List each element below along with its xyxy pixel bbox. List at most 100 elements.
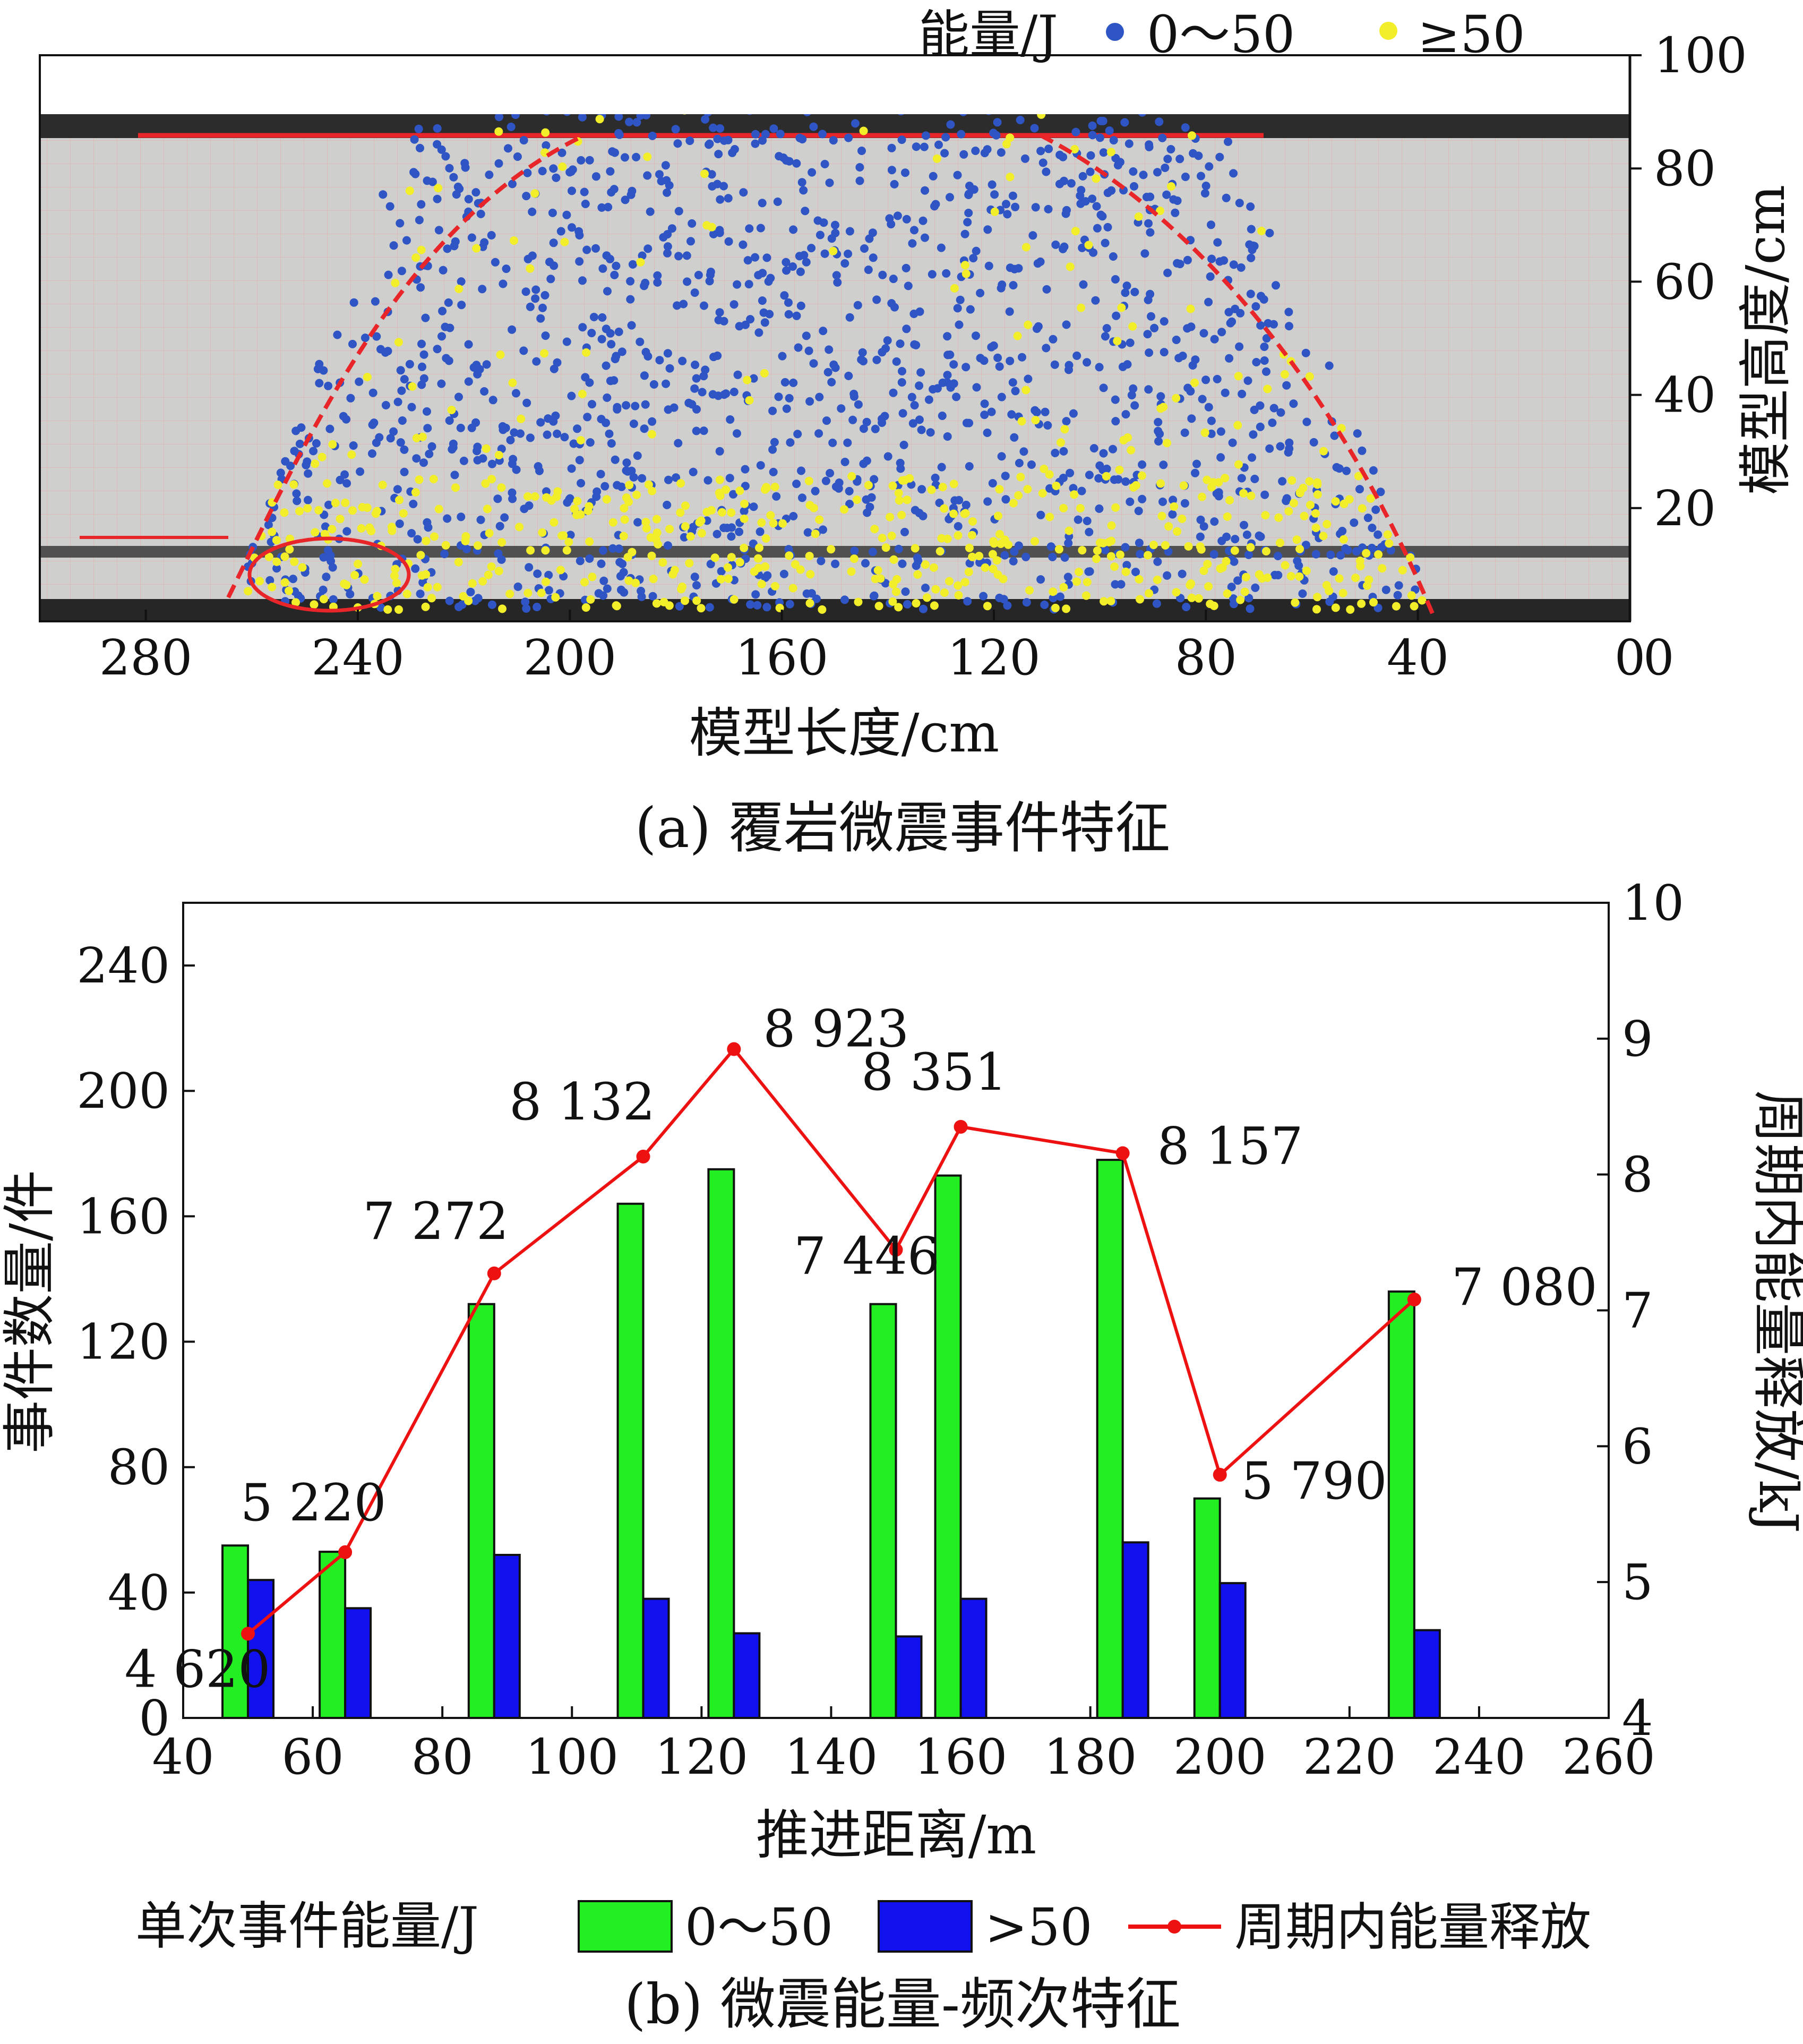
scatter-point — [846, 103, 854, 112]
scatter-point — [786, 438, 795, 447]
scatter-point — [769, 519, 778, 528]
scatter-point — [322, 572, 331, 581]
scatter-point — [898, 559, 907, 568]
y-tick-label-b: 120 — [76, 1314, 170, 1371]
scatter-point — [1140, 249, 1149, 258]
scatter-point — [915, 381, 924, 390]
bar-high-energy — [642, 1597, 670, 1719]
scatter-point — [1201, 182, 1210, 190]
scatter-point — [1043, 421, 1052, 430]
scatter-point — [474, 594, 483, 603]
scatter-point — [1368, 524, 1377, 532]
scatter-point — [350, 571, 359, 579]
scatter-point — [857, 355, 866, 364]
scatter-point — [1214, 492, 1223, 501]
y-tick-label-b: 0 — [139, 1690, 170, 1747]
scatter-point — [820, 249, 829, 258]
scatter-point — [663, 349, 672, 358]
scatter-point — [555, 101, 564, 109]
scatter-point — [716, 195, 725, 204]
scatter-point — [1261, 547, 1270, 555]
scatter-point — [975, 558, 984, 567]
scatter-point — [1276, 538, 1284, 548]
scatter-point — [1213, 238, 1222, 247]
scatter-point — [993, 570, 1002, 579]
scatter-point — [1272, 281, 1280, 290]
scatter-point — [1239, 489, 1248, 498]
scatter-point — [617, 585, 625, 594]
scatter-point — [563, 114, 571, 116]
scatter-point — [495, 521, 504, 531]
scatter-point — [515, 523, 524, 532]
scatter-point — [614, 327, 623, 336]
scatter-point — [1250, 474, 1259, 483]
scatter-point — [1130, 401, 1139, 410]
scatter-point — [817, 557, 826, 566]
scatter-point — [1222, 532, 1231, 541]
scatter-point — [496, 350, 505, 359]
scatter-point — [896, 464, 905, 473]
scatter-point — [1169, 195, 1178, 204]
scatter-point — [935, 104, 943, 113]
scatter-point — [1280, 370, 1289, 379]
scatter-point — [473, 447, 482, 456]
scatter-point — [444, 298, 453, 307]
scatter-point — [410, 135, 419, 144]
scatter-point — [1139, 170, 1148, 179]
scatter-point — [1083, 517, 1092, 525]
scatter-point — [1011, 202, 1020, 211]
scatter-point — [640, 281, 649, 290]
scatter-point — [391, 278, 400, 287]
scatter-point — [421, 313, 430, 322]
scatter-point — [637, 586, 646, 595]
scatter-point — [706, 270, 715, 279]
scatter-point — [774, 392, 783, 401]
scatter-point — [707, 170, 716, 179]
scatter-point — [531, 285, 540, 294]
scatter-point — [807, 244, 816, 253]
scatter-point — [536, 418, 545, 427]
scatter-point — [1059, 152, 1068, 161]
scatter-point — [751, 139, 760, 148]
scatter-point — [980, 399, 989, 408]
scatter-point — [998, 280, 1007, 289]
scatter-point — [1222, 557, 1231, 566]
scatter-point — [1135, 538, 1144, 548]
scatter-point — [1109, 444, 1117, 454]
scatter-point — [1206, 272, 1215, 281]
scatter-point — [1369, 466, 1378, 475]
scatter-point — [1256, 532, 1265, 541]
scatter-point — [1175, 155, 1184, 164]
scatter-point — [995, 362, 1004, 371]
scatter-point — [620, 504, 629, 512]
scatter-point — [402, 236, 411, 245]
scatter-point — [709, 123, 718, 132]
scatter-point — [1199, 329, 1208, 338]
scatter-point — [1337, 424, 1346, 433]
scatter-point — [557, 148, 566, 157]
scatter-point — [1038, 489, 1047, 498]
scatter-point — [1032, 408, 1041, 417]
scatter-point — [1173, 259, 1182, 268]
scatter-point — [849, 389, 858, 398]
scatter-point — [1154, 417, 1163, 426]
scatter-point — [987, 407, 996, 416]
scatter-point — [285, 586, 293, 595]
scatter-point — [940, 588, 949, 597]
scatter-point — [1051, 240, 1060, 249]
scatter-point — [825, 178, 834, 187]
scatter-point — [652, 599, 661, 608]
scatter-point — [617, 347, 626, 356]
scatter-point — [1121, 543, 1130, 552]
scatter-point — [1078, 546, 1087, 555]
scatter-point — [847, 472, 856, 481]
scatter-point — [393, 397, 402, 406]
energy-point — [889, 1243, 903, 1257]
scatter-point — [854, 597, 863, 606]
scatter-point — [910, 340, 919, 349]
scatter-point — [1265, 228, 1274, 237]
scatter-point — [907, 392, 916, 401]
scatter-point — [1084, 241, 1093, 250]
scatter-point — [1355, 557, 1364, 566]
scatter-point — [459, 456, 468, 465]
